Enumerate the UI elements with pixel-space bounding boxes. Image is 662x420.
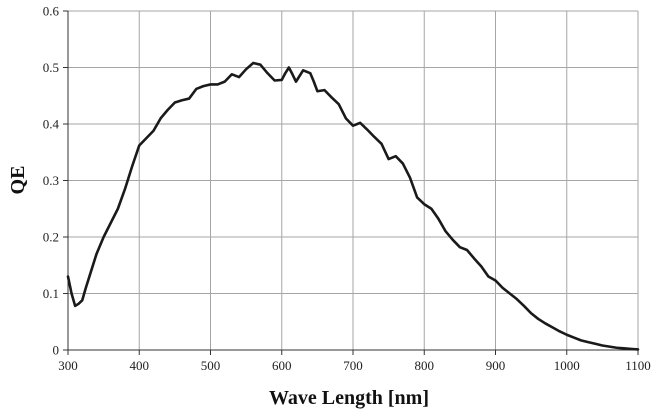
- qe-series-line: [66, 61, 640, 351]
- horizontal-gridlines: [68, 10, 638, 294]
- x-tick-label: 700: [343, 358, 363, 373]
- y-tick-label: 0.4: [43, 117, 60, 132]
- x-tick-label: 300: [58, 358, 78, 373]
- y-tick-label: 0.6: [43, 4, 60, 19]
- y-tick-label: 0.3: [43, 173, 59, 188]
- y-tick-label: 0.5: [43, 60, 59, 75]
- x-tick-label: 1000: [554, 358, 580, 373]
- x-tick-label: 800: [415, 358, 435, 373]
- x-tick-label: 1100: [625, 358, 651, 373]
- x-axis-title: Wave Length [nm]: [269, 387, 429, 409]
- y-axis-title: QE: [7, 166, 29, 195]
- series-group: [66, 61, 640, 351]
- x-tick-label: 400: [130, 358, 150, 373]
- y-tick-label: 0: [53, 343, 60, 358]
- x-tick-label: 500: [201, 358, 221, 373]
- x-tick-label: 600: [272, 358, 292, 373]
- x-tick-label: 900: [486, 358, 506, 373]
- y-tick-label: 0.2: [43, 230, 59, 245]
- x-tick-labels: 300 400 500 600 700 800 900 1000 1100: [58, 358, 651, 373]
- axes: [63, 10, 639, 355]
- y-tick-labels: 0 0.1 0.2 0.3 0.4 0.5 0.6: [43, 4, 60, 358]
- y-tick-label: 0.1: [43, 286, 59, 301]
